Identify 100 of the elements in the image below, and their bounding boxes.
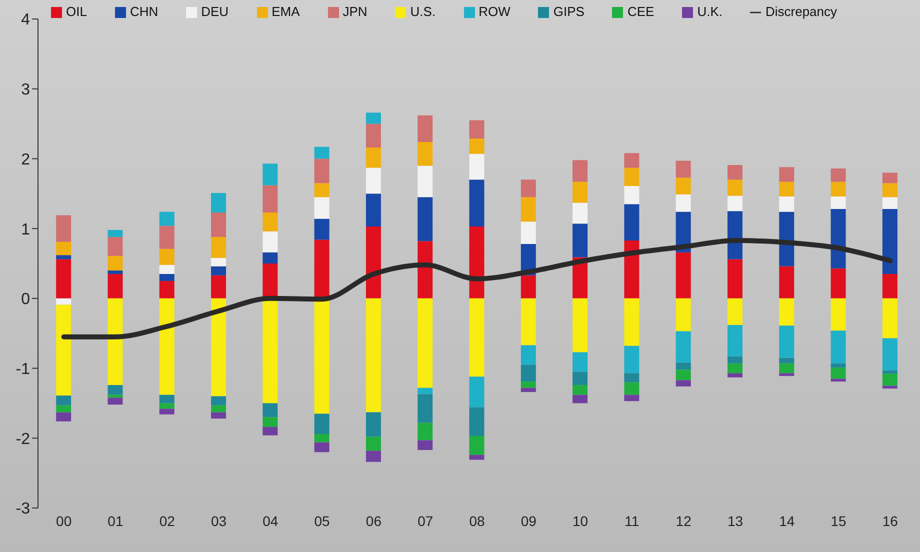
bar <box>159 212 174 226</box>
y-tick-label: 2 <box>21 151 30 168</box>
bar <box>262 252 278 264</box>
bar <box>262 403 278 418</box>
bar <box>520 275 536 298</box>
bar <box>159 280 174 298</box>
bar <box>830 368 846 379</box>
bar <box>262 164 278 186</box>
bar <box>520 298 536 346</box>
bar <box>572 372 588 386</box>
bar <box>56 304 72 396</box>
bar <box>56 259 72 298</box>
bar <box>108 230 123 237</box>
bar <box>262 212 278 232</box>
legend-label: U.K. <box>697 4 722 19</box>
bar <box>676 380 691 386</box>
y-tick-label: 0 <box>21 291 30 308</box>
bar <box>469 226 484 298</box>
bar <box>159 226 174 249</box>
bar <box>159 264 174 274</box>
bar <box>314 240 330 298</box>
bar <box>314 183 330 198</box>
bar <box>262 426 278 436</box>
bar <box>520 388 536 392</box>
bar <box>469 436 484 455</box>
bar <box>469 120 484 138</box>
bar <box>159 394 174 404</box>
bar <box>366 436 381 451</box>
bar <box>159 248 174 265</box>
bar <box>624 153 640 168</box>
bar <box>469 407 484 436</box>
bar <box>314 146 330 159</box>
bar <box>108 236 123 256</box>
x-tick-label: 07 <box>418 512 434 529</box>
bar <box>366 412 381 437</box>
bar <box>572 352 588 372</box>
bar <box>366 112 381 124</box>
bar <box>366 226 381 298</box>
bar <box>211 275 226 298</box>
bar <box>676 370 691 380</box>
bar <box>624 204 640 240</box>
legend-label: EMA <box>272 4 300 19</box>
bar <box>830 330 846 364</box>
bar <box>418 115 433 142</box>
bar <box>211 405 226 412</box>
bar <box>779 182 794 196</box>
bar <box>211 258 226 266</box>
bar <box>624 240 640 298</box>
y-tick-label: 1 <box>21 221 30 238</box>
bar <box>366 298 381 412</box>
bar <box>469 298 484 377</box>
bar <box>418 388 433 394</box>
legend-label: OIL <box>66 4 87 19</box>
bar <box>624 186 640 204</box>
bar <box>418 241 433 298</box>
y-tick-label: 4 <box>21 12 30 29</box>
bar <box>727 363 742 374</box>
bar <box>314 218 330 240</box>
bar <box>56 255 72 260</box>
legend-label: CHN <box>130 4 158 19</box>
bar <box>624 298 640 346</box>
y-tick-label: -1 <box>16 360 30 378</box>
bar <box>56 412 72 422</box>
bar <box>572 182 588 203</box>
bar <box>418 422 433 440</box>
bar <box>624 382 640 395</box>
bar <box>366 194 381 226</box>
bar <box>727 373 742 378</box>
bar <box>108 398 123 405</box>
bar <box>572 160 588 182</box>
bar <box>108 298 123 386</box>
bar <box>727 298 742 325</box>
bar <box>366 168 381 194</box>
bar <box>572 298 588 352</box>
bar <box>572 385 588 395</box>
bar <box>779 363 794 374</box>
x-tick-label: 05 <box>314 512 330 529</box>
bar <box>56 298 72 305</box>
bar <box>211 192 226 213</box>
bar <box>882 370 898 374</box>
bar <box>882 209 898 274</box>
bar <box>779 326 794 358</box>
bar <box>830 168 846 182</box>
legend-label: GIPS <box>553 4 584 19</box>
bar <box>108 385 123 395</box>
bar <box>211 396 226 406</box>
bar <box>727 356 742 364</box>
legend-label: Discrepancy <box>765 4 838 19</box>
bar <box>262 231 278 252</box>
bar <box>779 167 794 182</box>
legend-label: JPN <box>342 4 368 19</box>
bar <box>108 270 123 274</box>
bar <box>727 196 742 212</box>
y-tick-label: -3 <box>16 500 30 518</box>
bar <box>520 345 536 365</box>
legend-label: DEU <box>201 4 229 19</box>
bar <box>572 202 588 224</box>
x-tick-label: 08 <box>469 512 485 529</box>
bar <box>779 358 794 364</box>
x-tick-label: 01 <box>108 512 124 529</box>
